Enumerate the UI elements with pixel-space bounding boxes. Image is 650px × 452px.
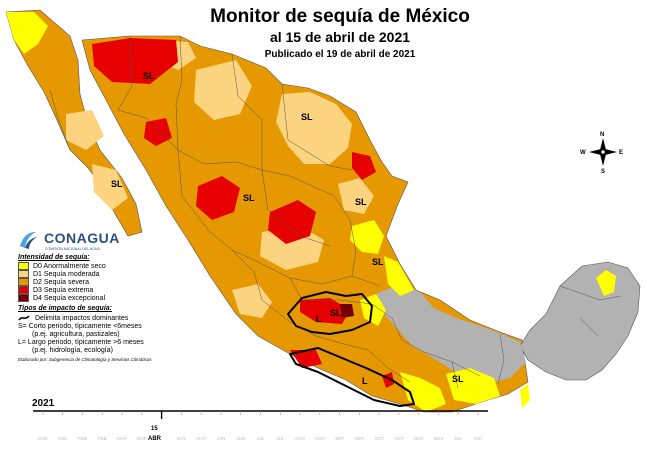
timeline-month-label: NOV [433, 436, 444, 441]
timeline-month-label: MAY [176, 436, 187, 441]
timeline-month-label: DIC [474, 436, 482, 441]
legend-swatch [18, 286, 29, 294]
impact-line-entry: Delimita impactos dominantes [18, 313, 193, 323]
legend-label: D2 Sequía severa [33, 278, 90, 286]
timeline-month-label: SEP [335, 436, 345, 441]
long-term-note: L= Largo periodo, típicamente >6 meses [18, 339, 144, 346]
d4-area [340, 304, 354, 318]
legend-item-d3: D3 Sequía extrema [18, 286, 193, 294]
label-sl-center-west: SL [243, 193, 255, 203]
legend-item-d2: D2 Sequía severa [18, 278, 193, 286]
timeline-month-label: SEP [354, 436, 364, 441]
short-term-example: (p.ej. agricultura, pastizales) [32, 331, 120, 338]
timeline-month-label: FEB [78, 436, 87, 441]
label-l-center: L [316, 314, 322, 324]
timeline-current-month: ABR [148, 436, 161, 442]
legend-heading: Intensidad de sequía: [18, 254, 90, 261]
legend-items: D0 Anormalmente seco D1 Sequía moderada D2… [18, 262, 193, 302]
yucatan-peninsula [519, 261, 641, 381]
timeline-month-label: ENE [38, 436, 48, 441]
impact-line-icon [18, 315, 30, 321]
timeline-year: 2021 [32, 398, 55, 409]
timeline-month-label: MAR [136, 436, 147, 441]
legend-item-d1: D1 Sequía moderada [18, 270, 193, 278]
map-title: Monitor de sequía de México [210, 6, 470, 27]
label-sl-baja: SL [111, 179, 123, 189]
title-block: Monitor de sequía de México al 15 de abr… [170, 6, 510, 62]
timeline-bar [33, 410, 488, 419]
label-sl-veracruz: SL [372, 257, 384, 267]
label-sl-northeast: SL [301, 112, 313, 122]
compass-west-label: W [580, 150, 586, 156]
publication-date: Publicado el 19 de abril de 2021 [264, 49, 416, 60]
timeline-month-label: JUL [256, 436, 265, 441]
legend-swatch [18, 294, 29, 302]
legend-swatch [18, 262, 29, 270]
credit: Elaborado por: Subgerencia de Climatolog… [18, 357, 152, 362]
compass-east-label: E [619, 150, 623, 156]
map-date: al 15 de abril de 2021 [269, 29, 411, 45]
impact-line-label: Delimita impactos dominantes [35, 314, 129, 322]
water-drop-icon [20, 232, 37, 249]
timeline-month-label: MAY [196, 436, 206, 441]
compass-south-label: S [601, 169, 605, 175]
legend-label: D4 Sequía excepcional [33, 294, 105, 302]
legend-item-d0: D0 Anormalmente seco [18, 262, 193, 270]
legend-item-d4: D4 Sequía excepcional [18, 294, 193, 302]
timeline-month-label: ENE [58, 436, 68, 441]
timeline-months: ENE ENE FEB FEB MAR MAR MAY MAY JUN JUN JUL JUL AGO A… [33, 436, 488, 444]
conagua-logo: CONAGUA COMISIÓN NACIONAL DEL AGUA [16, 228, 126, 254]
label-sl-center: SL [330, 308, 342, 318]
short-term-note: S= Corto periodo, típicamente <6meses [18, 323, 142, 330]
impact-boundaries [287, 291, 415, 407]
logo-name: CONAGUA [44, 230, 120, 246]
d3-areas [92, 38, 394, 388]
no-drought-central [376, 284, 526, 384]
legend-swatch [18, 270, 29, 278]
timeline-month-label: DIC [454, 436, 463, 441]
label-l-guerrero: L [362, 376, 368, 386]
timeline-month-label: JUN [236, 436, 246, 441]
timeline-month-label: OCT [374, 436, 384, 441]
timeline-month-label: OCT [394, 436, 404, 441]
timeline-current-day: 15 [151, 426, 158, 432]
timeline-month-label: JUL [276, 436, 285, 441]
long-term-example: (p.ej. hidrología, ecología) [32, 347, 113, 354]
logo-tagline: COMISIÓN NACIONAL DEL AGUA [45, 247, 100, 251]
timeline-month-label: AGO [314, 436, 325, 441]
label-sl-tamaulipas: SL [355, 197, 367, 207]
label-sl-south: SL [452, 374, 464, 384]
legend-label: D0 Anormalmente seco [33, 262, 106, 270]
legend-label: D3 Sequía extrema [33, 286, 94, 294]
compass-north-label: N [600, 132, 604, 138]
timeline-month-label: JUN [216, 436, 226, 441]
timeline-month-label: MAR [117, 436, 128, 441]
timeline-month-label: FEB [97, 436, 107, 441]
state-boundaries [49, 35, 621, 389]
impact-heading: Tipos de impacto de sequía: [18, 305, 113, 312]
label-sl-north: SL [143, 71, 155, 81]
legend-label: D1 Sequía moderada [33, 270, 100, 278]
legend: Intensidad de sequía: D0 Anormalmente se… [18, 254, 193, 362]
timeline-month-label: AGO [295, 436, 306, 441]
timeline-month-label: NOV [413, 436, 424, 441]
legend-swatch [18, 278, 29, 286]
compass-icon [589, 138, 617, 166]
